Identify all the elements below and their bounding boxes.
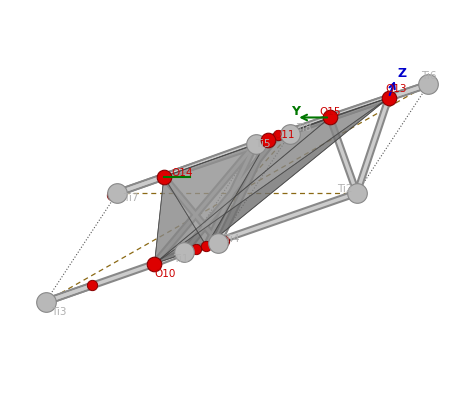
Polygon shape	[155, 98, 389, 264]
Polygon shape	[268, 98, 389, 140]
Text: O11: O11	[274, 130, 295, 140]
Text: Ti2: Ti2	[337, 184, 353, 194]
Text: O10: O10	[155, 269, 176, 279]
Point	[252, 141, 259, 147]
Point	[160, 174, 168, 180]
Point	[108, 192, 116, 198]
Text: O15: O15	[319, 107, 341, 117]
Point	[215, 239, 222, 246]
Polygon shape	[155, 98, 389, 264]
Text: Ti6: Ti6	[421, 71, 437, 81]
Point	[202, 243, 210, 249]
Text: O13: O13	[385, 84, 407, 94]
Text: Ti4: Ti4	[224, 234, 239, 244]
Text: Ti8: Ti8	[296, 122, 312, 133]
Text: Y: Y	[291, 105, 300, 118]
Text: Ti1: Ti1	[173, 254, 189, 264]
Point	[192, 246, 200, 252]
Point	[113, 190, 121, 196]
Text: Ti7: Ti7	[123, 192, 139, 203]
Point	[274, 132, 282, 138]
Point	[425, 81, 432, 88]
Point	[220, 238, 228, 244]
Polygon shape	[155, 117, 330, 264]
Text: Z: Z	[398, 66, 407, 79]
Point	[326, 114, 334, 120]
Point	[286, 131, 294, 137]
Point	[264, 137, 272, 143]
Point	[151, 261, 158, 267]
Polygon shape	[164, 140, 268, 246]
Text: O14: O14	[172, 168, 193, 178]
Text: Ti3: Ti3	[51, 307, 66, 318]
Text: Ti5: Ti5	[255, 139, 271, 149]
Point	[89, 282, 96, 289]
Point	[180, 249, 188, 256]
Polygon shape	[155, 177, 206, 264]
Polygon shape	[206, 98, 389, 246]
Point	[42, 299, 49, 305]
Point	[385, 94, 392, 101]
Point	[353, 190, 361, 196]
